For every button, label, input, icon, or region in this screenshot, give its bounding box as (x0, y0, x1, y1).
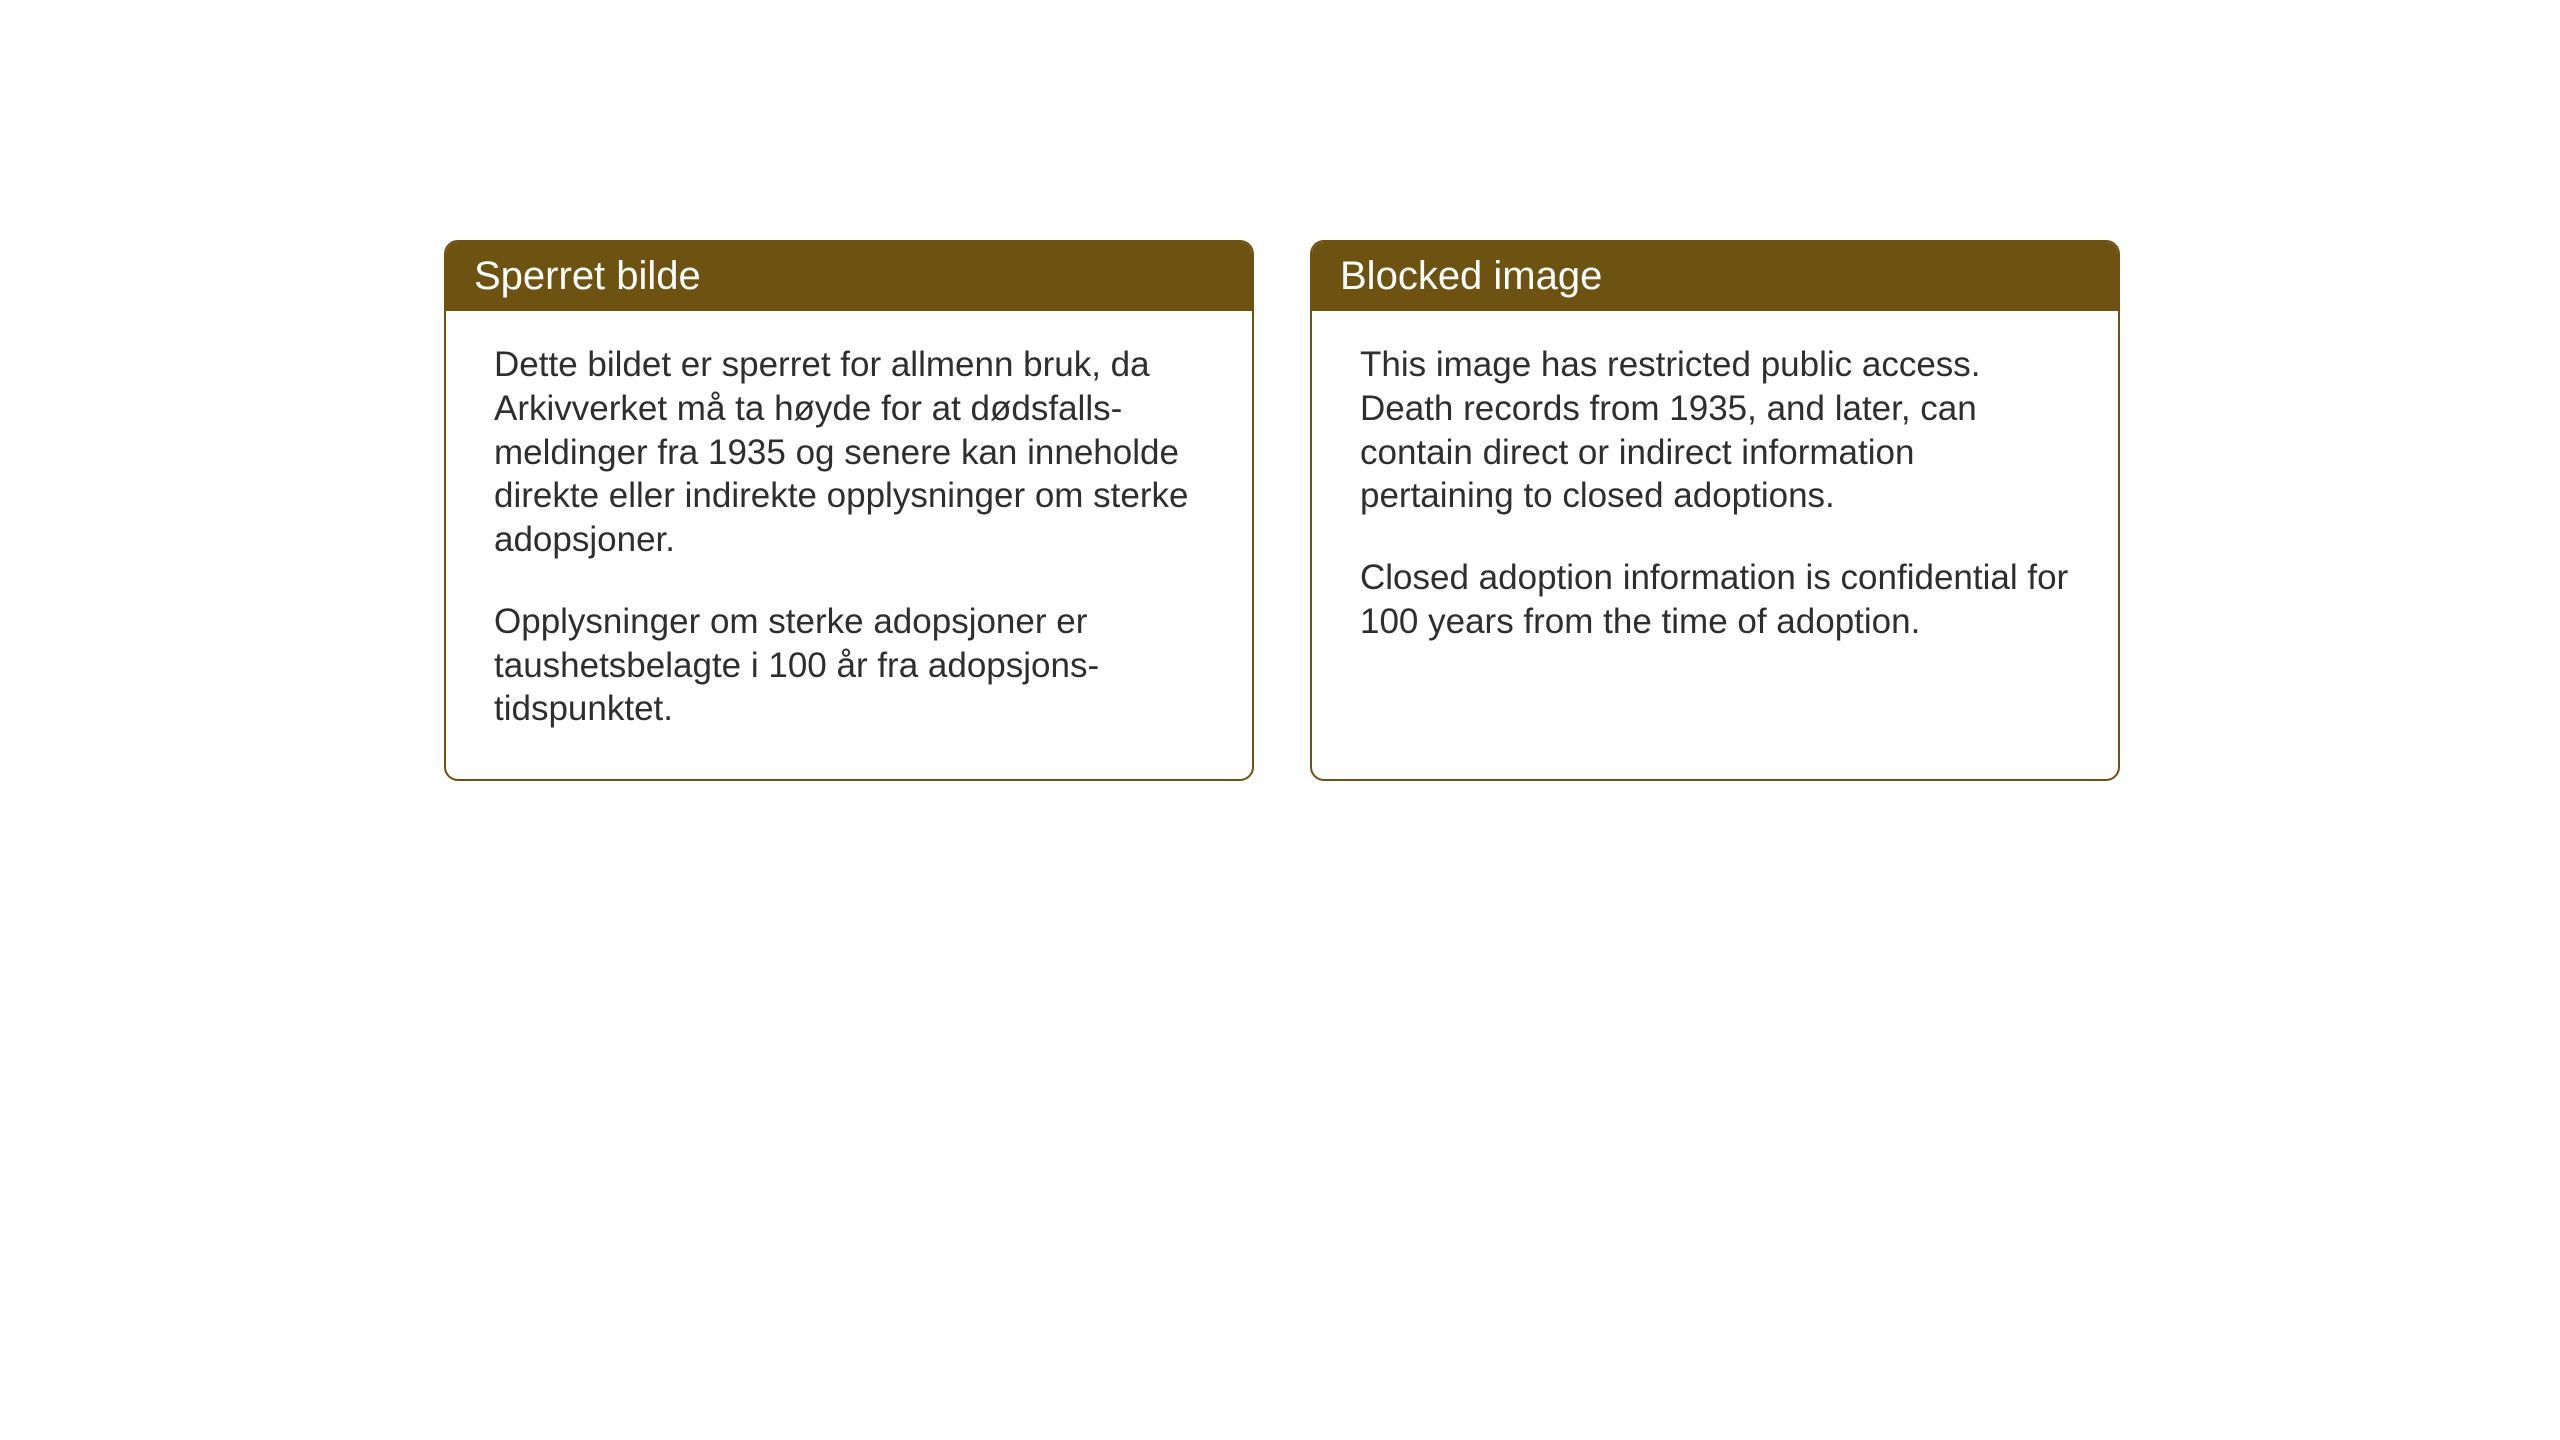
english-paragraph-2: Closed adoption information is confident… (1360, 556, 2070, 644)
norwegian-paragraph-1: Dette bildet er sperret for allmenn bruk… (494, 343, 1204, 562)
english-card-body: This image has restricted public access.… (1312, 311, 2118, 692)
norwegian-paragraph-2: Opplysninger om sterke adopsjoner er tau… (494, 600, 1204, 731)
english-card: Blocked image This image has restricted … (1310, 240, 2120, 781)
norwegian-card: Sperret bilde Dette bildet er sperret fo… (444, 240, 1254, 781)
cards-container: Sperret bilde Dette bildet er sperret fo… (444, 240, 2120, 781)
norwegian-card-body: Dette bildet er sperret for allmenn bruk… (446, 311, 1252, 779)
english-card-title: Blocked image (1340, 254, 1602, 298)
norwegian-card-header: Sperret bilde (446, 242, 1252, 311)
norwegian-card-title: Sperret bilde (474, 254, 701, 298)
english-paragraph-1: This image has restricted public access.… (1360, 343, 2070, 518)
english-card-header: Blocked image (1312, 242, 2118, 311)
